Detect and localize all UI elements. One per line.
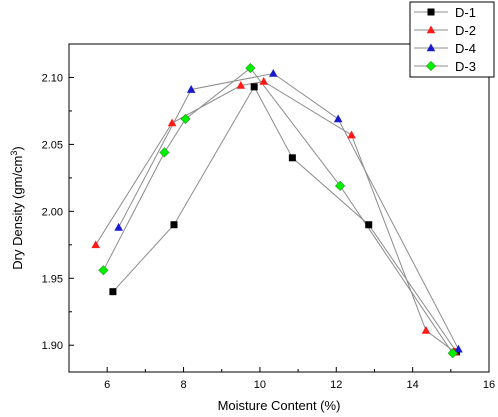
data-point-d-4 xyxy=(268,68,278,77)
data-point-d-3 xyxy=(335,180,346,191)
data-point-d-3 xyxy=(159,147,170,158)
y-tick-label: 2.00 xyxy=(42,206,63,218)
series-line-d-2 xyxy=(95,80,455,353)
data-point-d-2 xyxy=(236,81,246,89)
data-point-d-2 xyxy=(347,130,356,139)
y-axis-title: Dry Density (gm/cm3) xyxy=(9,146,25,269)
legend-marker-d-1 xyxy=(427,8,435,16)
x-tick-label: 6 xyxy=(104,379,110,391)
legend-label-d-3: D-3 xyxy=(455,59,476,74)
data-point-d-4 xyxy=(454,344,463,353)
x-tick-label: 8 xyxy=(180,379,186,391)
data-point-d-2 xyxy=(91,240,101,249)
legend-marker-d-3 xyxy=(425,60,437,72)
legend-label-d-2: D-2 xyxy=(455,23,476,38)
data-point-d-3 xyxy=(98,265,109,276)
series-line-d-1 xyxy=(112,85,457,353)
x-tick-label: 12 xyxy=(330,379,342,391)
y-axis-title-superscript: 3 xyxy=(9,151,19,156)
data-point-d-2 xyxy=(421,325,431,334)
data-point-d-2 xyxy=(259,76,269,85)
y-axis-title-main: Dry Density (gm/cm xyxy=(10,156,25,270)
data-point-d-2 xyxy=(167,118,177,127)
data-point-d-3 xyxy=(447,348,458,359)
legend-label-d-4: D-4 xyxy=(455,41,476,56)
y-tick-label: 2.10 xyxy=(42,72,63,84)
series-line-d-3 xyxy=(102,67,454,354)
data-point-d-3 xyxy=(180,113,191,124)
legend-marker-d-2 xyxy=(426,25,436,34)
plot-frame xyxy=(68,43,490,373)
series-line-d-4 xyxy=(118,72,459,350)
data-point-d-1 xyxy=(288,154,296,162)
data-point-d-1 xyxy=(170,221,178,229)
legend-box xyxy=(409,1,495,78)
legend-marker-d-4 xyxy=(426,43,436,52)
data-point-d-4 xyxy=(333,114,343,123)
y-tick-label: 1.90 xyxy=(42,340,63,352)
data-point-d-1 xyxy=(109,288,117,296)
data-point-d-1 xyxy=(365,221,373,229)
x-tick-label: 10 xyxy=(254,379,266,391)
data-point-d-1 xyxy=(250,83,258,91)
y-tick-label: 2.05 xyxy=(42,139,63,151)
y-axis-title-close: ) xyxy=(10,146,25,150)
data-point-d-3 xyxy=(245,63,256,74)
data-point-d-4 xyxy=(186,85,196,93)
legend: D-1 D-2 D-4 D-3 xyxy=(409,1,495,78)
x-tick-label: 16 xyxy=(483,379,495,391)
ticks-layer: 6 8 10 12 14 16 1.90 1.95 2.00 2.05 2.10 xyxy=(42,72,496,391)
legend-label-d-1: D-1 xyxy=(455,5,476,20)
data-point-d-4 xyxy=(114,222,123,231)
x-tick-label: 14 xyxy=(407,379,419,391)
series-layer xyxy=(91,63,463,359)
x-axis-title: Moisture Content (%) xyxy=(218,398,341,413)
y-tick-label: 1.95 xyxy=(42,273,63,285)
